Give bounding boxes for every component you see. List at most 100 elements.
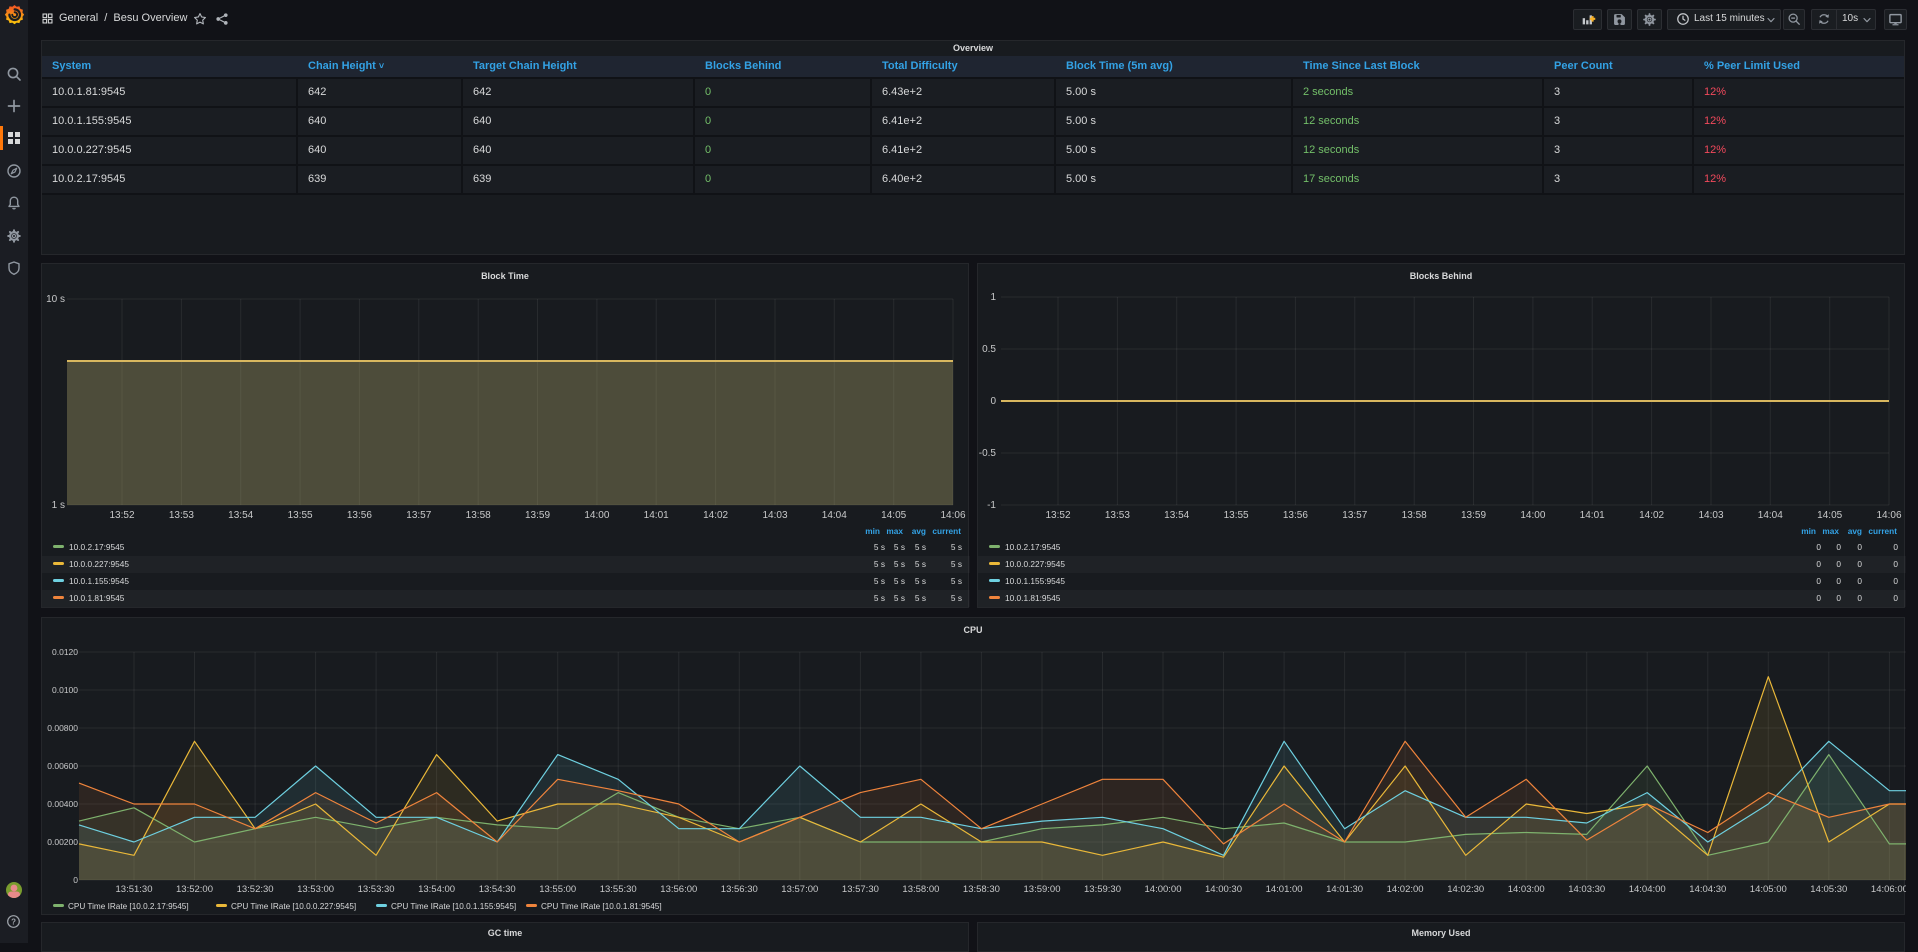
svg-text:0: 0 [990,396,996,407]
svg-text:0: 0 [1836,576,1841,586]
svg-text:14:02: 14:02 [1639,510,1664,521]
svg-text:0.5: 0.5 [982,344,996,355]
svg-text:13:52:30: 13:52:30 [237,884,274,895]
svg-text:10.0.2.17:9545: 10.0.2.17:9545 [69,542,125,552]
svg-text:13:55: 13:55 [1224,510,1249,521]
svg-text:13:59: 13:59 [1461,510,1486,521]
svg-text:10.0.1.81:9545: 10.0.1.81:9545 [1005,593,1061,603]
svg-text:14:02: 14:02 [703,510,728,521]
svg-text:1: 1 [990,292,996,303]
svg-text:14:03: 14:03 [1698,510,1723,521]
svg-text:5 s: 5 s [951,593,962,603]
svg-text:14:01: 14:01 [1580,510,1605,521]
svg-text:13:59:00: 13:59:00 [1024,884,1061,895]
svg-text:14:00:30: 14:00:30 [1205,884,1242,895]
svg-text:13:52:00: 13:52:00 [176,884,213,895]
svg-text:5 s: 5 s [874,593,885,603]
svg-text:13:58:30: 13:58:30 [963,884,1000,895]
svg-text:14:06: 14:06 [1876,510,1901,521]
svg-text:13:58:00: 13:58:00 [902,884,939,895]
svg-text:0: 0 [1816,559,1821,569]
svg-text:13:53: 13:53 [1105,510,1130,521]
svg-text:13:51:30: 13:51:30 [116,884,153,895]
svg-text:14:04:00: 14:04:00 [1629,884,1666,895]
svg-text:current: current [1868,526,1897,536]
svg-text:5 s: 5 s [874,576,885,586]
svg-text:10.0.1.81:9545: 10.0.1.81:9545 [69,593,125,603]
svg-text:5 s: 5 s [894,593,905,603]
svg-text:13:56:30: 13:56:30 [721,884,758,895]
svg-text:14:05:00: 14:05:00 [1750,884,1787,895]
svg-text:14:00: 14:00 [1520,510,1545,521]
svg-text:5 s: 5 s [915,542,926,552]
svg-text:14:01: 14:01 [644,510,669,521]
svg-text:CPU Time IRate [10.0.0.227:954: CPU Time IRate [10.0.0.227:9545] [231,902,356,911]
svg-text:0.0100: 0.0100 [52,685,78,695]
svg-text:min: min [1801,526,1816,536]
svg-text:13:59: 13:59 [525,510,550,521]
svg-text:10.0.0.227:9545: 10.0.0.227:9545 [1005,559,1065,569]
svg-text:14:01:30: 14:01:30 [1326,884,1363,895]
svg-text:13:54:00: 13:54:00 [418,884,455,895]
svg-text:0: 0 [1857,559,1862,569]
svg-text:0: 0 [1836,593,1841,603]
svg-text:avg: avg [912,526,926,536]
svg-text:13:58: 13:58 [1402,510,1427,521]
svg-text:14:02:30: 14:02:30 [1447,884,1484,895]
svg-text:max: max [886,526,903,536]
svg-text:14:03: 14:03 [762,510,787,521]
svg-text:0.00600: 0.00600 [47,761,78,771]
svg-text:0: 0 [1836,542,1841,552]
svg-text:13:59:30: 13:59:30 [1084,884,1121,895]
svg-text:0: 0 [1857,576,1862,586]
svg-text:13:53:00: 13:53:00 [297,884,334,895]
svg-text:0: 0 [1893,559,1898,569]
svg-text:13:57:30: 13:57:30 [842,884,879,895]
svg-text:min: min [865,526,880,536]
svg-text:14:04: 14:04 [822,510,847,521]
svg-text:0.00400: 0.00400 [47,799,78,809]
svg-text:13:53: 13:53 [169,510,194,521]
svg-text:13:52: 13:52 [109,510,134,521]
svg-text:0: 0 [1816,542,1821,552]
svg-text:0: 0 [1836,559,1841,569]
svg-text:avg: avg [1848,526,1862,536]
svg-text:13:53:30: 13:53:30 [358,884,395,895]
svg-text:10.0.0.227:9545: 10.0.0.227:9545 [69,559,129,569]
svg-text:-1: -1 [987,500,996,511]
svg-text:14:02:00: 14:02:00 [1387,884,1424,895]
svg-text:5 s: 5 s [951,542,962,552]
svg-text:current: current [932,526,961,536]
svg-text:10.0.1.155:9545: 10.0.1.155:9545 [69,576,129,586]
svg-text:13:56:00: 13:56:00 [660,884,697,895]
svg-text:0: 0 [73,875,78,885]
svg-text:5 s: 5 s [894,559,905,569]
svg-text:5 s: 5 s [915,593,926,603]
svg-text:13:56: 13:56 [347,510,372,521]
svg-text:13:52: 13:52 [1045,510,1070,521]
svg-text:5 s: 5 s [894,542,905,552]
svg-text:5 s: 5 s [874,542,885,552]
svg-text:14:05: 14:05 [881,510,906,521]
svg-text:0.00200: 0.00200 [47,837,78,847]
svg-text:13:57:00: 13:57:00 [781,884,818,895]
svg-text:14:05:30: 14:05:30 [1810,884,1847,895]
svg-text:0: 0 [1816,576,1821,586]
svg-text:5 s: 5 s [951,559,962,569]
svg-text:0: 0 [1857,542,1862,552]
svg-text:13:54:30: 13:54:30 [479,884,516,895]
svg-text:10.0.2.17:9545: 10.0.2.17:9545 [1005,542,1061,552]
svg-text:14:01:00: 14:01:00 [1266,884,1303,895]
svg-text:14:04:30: 14:04:30 [1689,884,1726,895]
svg-text:5 s: 5 s [951,576,962,586]
svg-text:0: 0 [1857,593,1862,603]
svg-text:5 s: 5 s [915,559,926,569]
svg-text:0.00800: 0.00800 [47,723,78,733]
svg-text:max: max [1822,526,1839,536]
svg-text:13:57: 13:57 [406,510,431,521]
svg-text:0: 0 [1893,593,1898,603]
svg-text:14:00:00: 14:00:00 [1145,884,1182,895]
svg-text:10.0.1.155:9545: 10.0.1.155:9545 [1005,576,1065,586]
svg-text:13:54: 13:54 [228,510,253,521]
svg-text:0: 0 [1893,576,1898,586]
